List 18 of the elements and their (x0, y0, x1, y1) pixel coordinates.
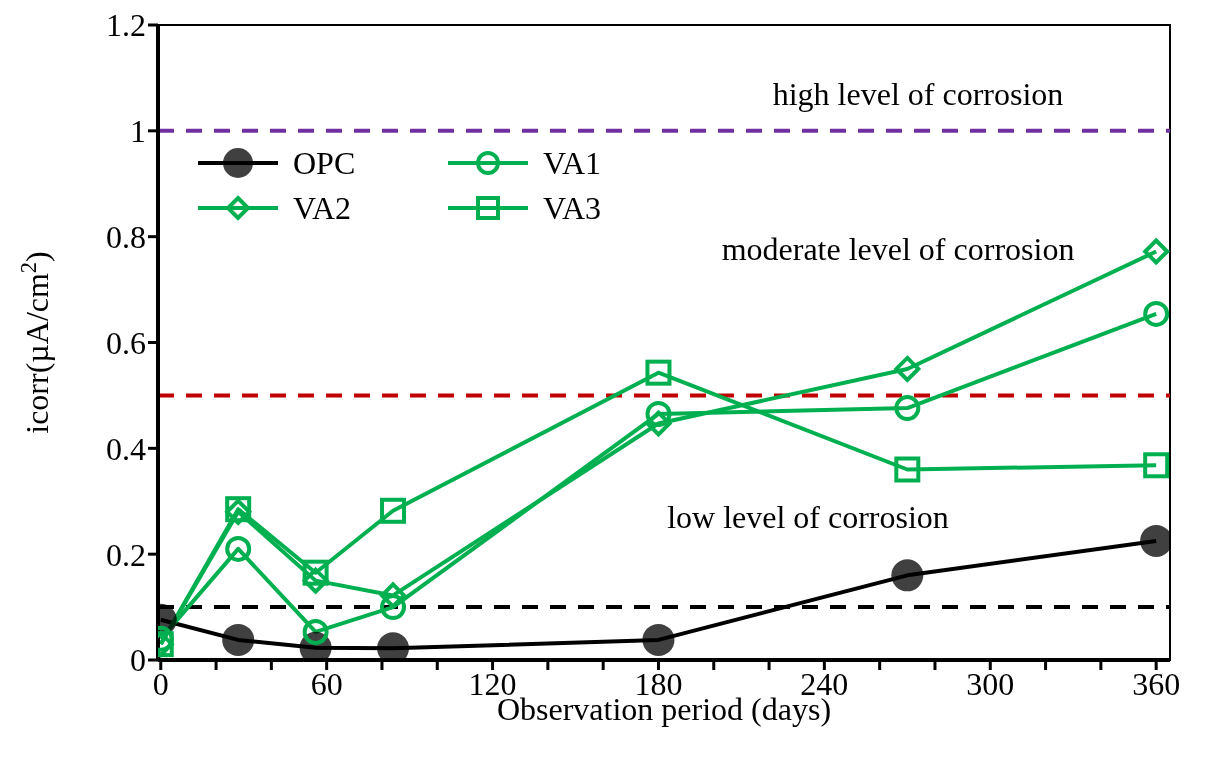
y-tick-label: 1.2 (106, 7, 146, 44)
annotation: moderate level of corrosion (721, 231, 1075, 267)
x-tick-label: 360 (1132, 665, 1181, 702)
legend-label: OPC (293, 145, 356, 181)
legend-label: VA3 (543, 190, 602, 226)
annotation: low level of corrosion (667, 499, 949, 535)
legend-label: VA2 (293, 190, 352, 226)
y-tick-label: 0.6 (106, 324, 146, 361)
annotation: high level of corrosion (772, 76, 1064, 112)
y-tick-label: 0.2 (106, 536, 146, 573)
x-tick-label: 300 (966, 665, 1015, 702)
y-tick-label: 0.8 (106, 219, 146, 256)
legend-label: VA1 (543, 145, 602, 181)
y-tick-label: 0 (130, 642, 146, 679)
y-tick-label: 1 (130, 113, 146, 150)
x-tick-label: 60 (310, 665, 343, 702)
y-tick-label: 0.4 (106, 430, 146, 467)
x-tick-label: 180 (634, 665, 683, 702)
